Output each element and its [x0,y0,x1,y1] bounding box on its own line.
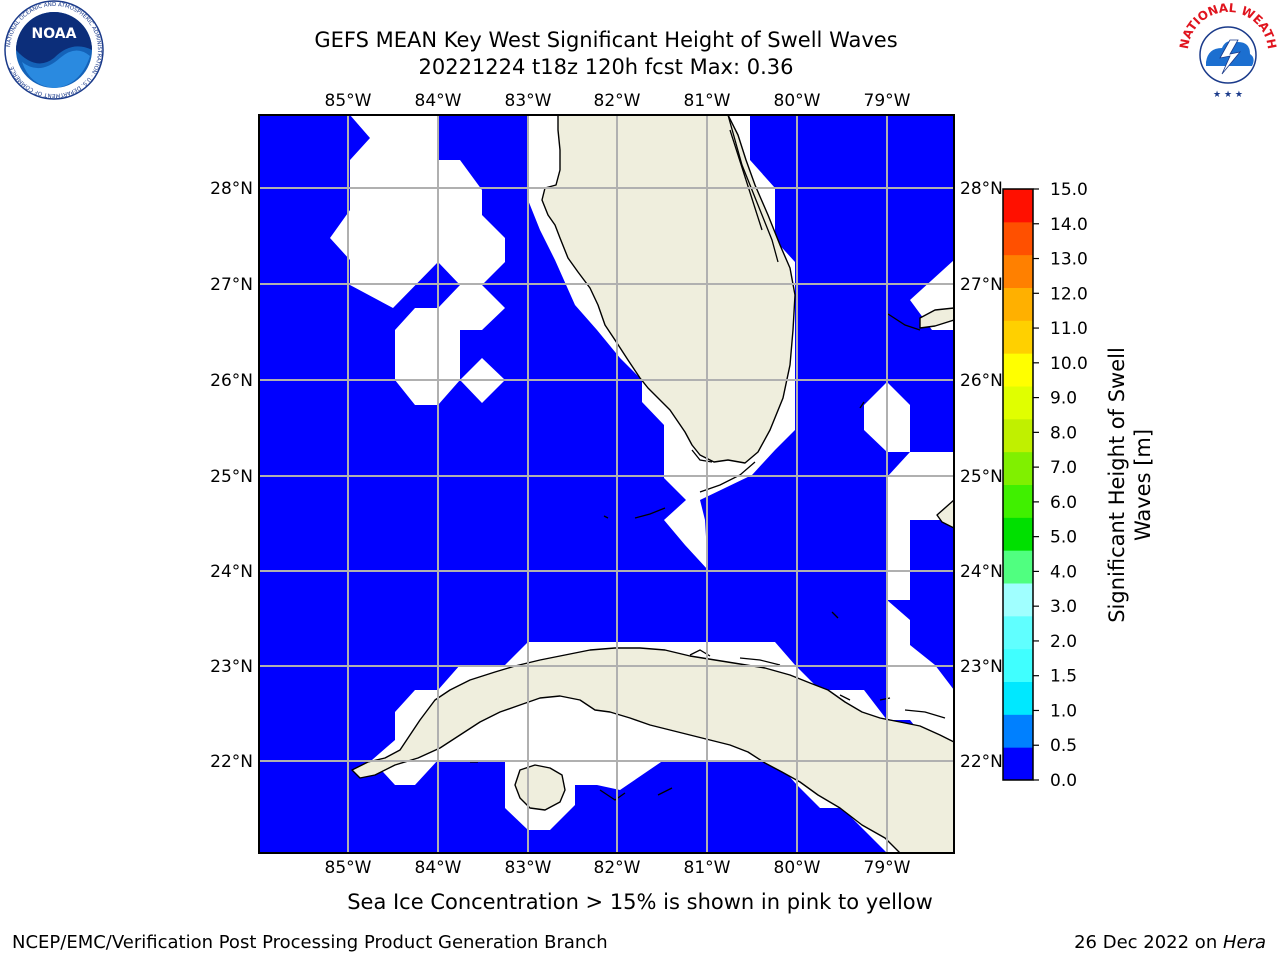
bahamas-north [919,307,954,329]
footer-date: 26 Dec 2022 on Hera [1074,932,1266,953]
lat-label-right: 23°N [960,657,1003,677]
colorbar-tick-label: 4.0 [1050,562,1077,582]
lon-label-bottom: 82°W [594,858,641,878]
nws-logo-icon: NATIONAL WEATHER SERVICE ★ ★ ★ [1172,0,1279,100]
colorbar-label-units: Waves [m] [1131,429,1155,541]
lat-label-left: 23°N [210,657,253,677]
colorbar-tick-label: 6.0 [1050,493,1077,513]
colorbar-frame [1002,188,1034,781]
colorbar-swatch [1003,353,1033,387]
colorbar-tick-label: 14.0 [1050,215,1088,235]
colorbar-swatch [1003,517,1033,551]
lon-label-top: 80°W [774,91,821,111]
colorbar-swatch [1003,287,1033,321]
lon-label-top: 79°W [864,91,911,111]
lat-labels-right: 28°N 27°N 26°N 25°N 24°N 23°N 22°N [960,179,1003,772]
colorbar-swatch [1003,254,1033,288]
colorbar-tick-label: 2.0 [1050,632,1077,652]
lat-labels-left: 28°N 27°N 26°N 25°N 24°N 23°N 22°N [210,179,253,772]
lat-label-right: 25°N [960,467,1003,487]
colorbar-tick-label: 9.0 [1050,389,1077,409]
colorbar-swatch [1003,714,1033,748]
colorbar-tick-label: 5.0 [1050,528,1077,548]
colorbar-tick-label: 12.0 [1050,284,1088,304]
colorbar-swatch [1003,386,1033,420]
colorbar-swatch [1003,221,1033,256]
colorbar-tick-label: 8.0 [1050,423,1077,443]
lon-label-bottom: 81°W [684,858,731,878]
lon-label-top: 85°W [325,91,372,111]
lon-label-bottom: 79°W [864,858,911,878]
lon-label-top: 82°W [594,91,641,111]
colorbar-tick-label: 0.5 [1050,736,1077,756]
lat-label-right: 26°N [960,371,1003,391]
colorbar-swatch [1003,451,1033,485]
colorbar-swatch [1003,484,1033,518]
bahamas-andros [936,499,954,529]
colorbar-tick-label: 10.0 [1050,354,1088,374]
lat-label-left: 25°N [210,467,253,487]
colorbar-tick-label: 1.0 [1050,701,1077,721]
colorbar-tick-label: 15.0 [1050,180,1088,200]
lon-label-top: 83°W [505,91,552,111]
lat-label-right: 28°N [960,179,1003,199]
colorbar-swatch [1003,615,1033,650]
chart-subtitle: 20221224 t18z 120h fcst Max: 0.36 [418,55,794,79]
lat-label-left: 26°N [210,371,253,391]
lon-label-top: 84°W [415,91,462,111]
chart-title: GEFS MEAN Key West Significant Height of… [314,28,898,52]
land [351,115,954,853]
colorbar-label: Significant Height of Swell [1105,347,1129,623]
colorbar-swatch [1003,583,1033,617]
svg-text:★ ★ ★: ★ ★ ★ [1213,90,1243,100]
colorbar-tick-label: 1.5 [1050,667,1077,687]
colorbar-tick-label: 13.0 [1050,250,1088,270]
colorbar-tick-label: 0.0 [1050,771,1077,791]
lat-label-right: 24°N [960,562,1003,582]
lon-label-bottom: 85°W [325,858,372,878]
lat-label-left: 22°N [210,752,253,772]
colorbar: 0.0 0.5 1.0 1.5 2.0 3.0 4.0 5.0 6.0 7.0 8.0 9.0 10.0… [1002,180,1088,791]
footer-machine: Hera [1222,932,1266,953]
lon-label-top: 81°W [684,91,731,111]
lon-label-bottom: 80°W [774,858,821,878]
lat-label-right: 27°N [960,275,1003,295]
colorbar-swatch [1003,648,1033,682]
gridlines [259,115,954,853]
colorbar-swatch [1003,418,1033,453]
lat-label-right: 22°N [960,752,1003,772]
footer-producer: NCEP/EMC/Verification Post Processing Pr… [12,932,608,953]
lat-label-left: 24°N [210,562,253,582]
footer-date-text: 26 Dec 2022 on [1074,932,1223,953]
lat-label-left: 27°N [210,275,253,295]
colorbar-swatch [1003,550,1033,584]
colorbar-tick-label: 7.0 [1050,458,1077,478]
lon-label-bottom: 84°W [415,858,462,878]
noaa-logo-text: NOAA [32,26,77,42]
colorbar-swatch [1003,681,1033,715]
map-frame [258,114,955,854]
colorbar-tick-label: 3.0 [1050,597,1077,617]
florida-land [541,115,796,464]
colorbar-swatch [1003,320,1033,354]
lat-label-left: 28°N [210,179,253,199]
lon-label-bottom: 83°W [505,858,552,878]
noaa-logo-icon: NOAA NATIONAL OCEANIC AND ATMOSPHERIC AD… [4,0,104,100]
colorbar-swatch [1003,747,1033,781]
colorbar-tick-label: 11.0 [1050,319,1088,339]
lon-labels-top: 85°W 84°W 83°W 82°W 81°W 80°W 79°W [325,91,911,111]
lon-labels-bottom: 85°W 84°W 83°W 82°W 81°W 80°W 79°W [325,858,911,878]
colorbar-swatch [1003,189,1033,223]
sea-ice-note: Sea Ice Concentration > 15% is shown in … [347,890,933,914]
